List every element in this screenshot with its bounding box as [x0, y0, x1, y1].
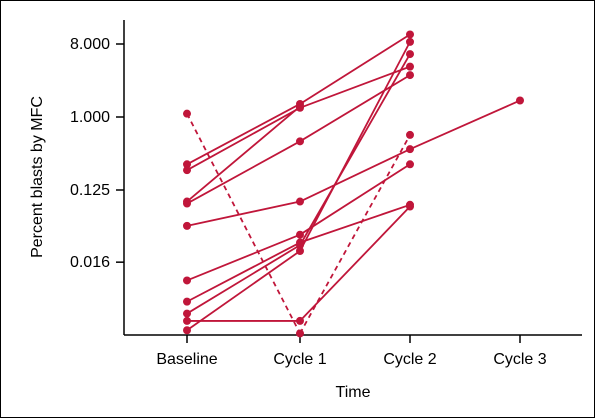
- data-point: [183, 316, 191, 325]
- series-3: [183, 102, 304, 206]
- series-line-segment: [186, 105, 301, 203]
- series-line-segment: [186, 250, 301, 331]
- y-tick-label: 1.000: [70, 109, 110, 126]
- x-tick-label: Baseline: [156, 351, 217, 368]
- data-point: [406, 130, 414, 139]
- series-4: [183, 71, 414, 208]
- series-6: [183, 160, 414, 285]
- series-line-segment: [186, 233, 301, 282]
- x-tick-label: Cycle 1: [273, 351, 326, 368]
- series-line-segment: [299, 53, 411, 246]
- series-10: [183, 202, 414, 325]
- series-line-segment: [186, 200, 301, 227]
- series-line-segment: [186, 103, 301, 166]
- data-point: [406, 37, 414, 46]
- series-line-segment: [186, 140, 301, 205]
- series-line-segment: [299, 163, 411, 236]
- series-line-segment: [409, 99, 521, 150]
- series-line-segment: [186, 244, 301, 315]
- y-tick-label: 0.125: [70, 182, 110, 199]
- data-point: [183, 199, 191, 208]
- data-point: [516, 96, 524, 105]
- data-point: [296, 241, 304, 250]
- data-point: [183, 166, 191, 175]
- data-point: [183, 309, 191, 318]
- series-line-segment: [299, 134, 411, 334]
- y-tick-label: 8.000: [70, 36, 110, 53]
- data-point: [406, 145, 414, 154]
- data-point: [296, 246, 304, 255]
- series-11: [183, 109, 414, 338]
- series-line-segment: [299, 74, 411, 143]
- series-9: [183, 50, 414, 318]
- data-point: [296, 316, 304, 325]
- data-point: [406, 30, 414, 39]
- y-tick-label: 0.016: [70, 254, 110, 271]
- x-ticks: Baseline Cycle 1 Cycle 2 Cycle 3: [156, 335, 547, 368]
- series-8: [183, 37, 414, 335]
- data-point: [296, 230, 304, 239]
- series-line-segment: [299, 203, 411, 244]
- data-point: [183, 109, 191, 118]
- data-point: [406, 202, 414, 211]
- y-axis-title: Percent blasts by MFC: [29, 96, 46, 258]
- data-point: [296, 102, 304, 111]
- series-line-segment: [186, 241, 301, 303]
- data-point: [296, 197, 304, 206]
- series-line-segment: [299, 41, 411, 252]
- data-point: [183, 276, 191, 285]
- data-point: [183, 221, 191, 230]
- series-line-segment: [186, 107, 301, 171]
- data-point: [183, 297, 191, 306]
- data-point: [406, 62, 414, 71]
- series-2: [183, 62, 414, 175]
- series-layer: [183, 30, 524, 338]
- axes: [123, 20, 582, 336]
- data-point: [296, 137, 304, 146]
- series-line-segment: [186, 113, 301, 334]
- data-point: [296, 329, 304, 338]
- data-point: [183, 160, 191, 169]
- series-line-segment: [299, 65, 411, 109]
- data-point: [406, 71, 414, 80]
- series-5: [183, 96, 524, 230]
- x-tick-label: Cycle 3: [493, 351, 546, 368]
- series-line-segment: [299, 33, 411, 105]
- data-point: [183, 326, 191, 335]
- data-point: [406, 160, 414, 169]
- y-ticks: 8.000 1.000 0.125 0.016: [70, 36, 124, 271]
- data-point: [406, 50, 414, 59]
- x-axis-title: Time: [336, 384, 371, 401]
- series-line-segment: [299, 148, 411, 203]
- x-tick-label: Cycle 2: [383, 351, 436, 368]
